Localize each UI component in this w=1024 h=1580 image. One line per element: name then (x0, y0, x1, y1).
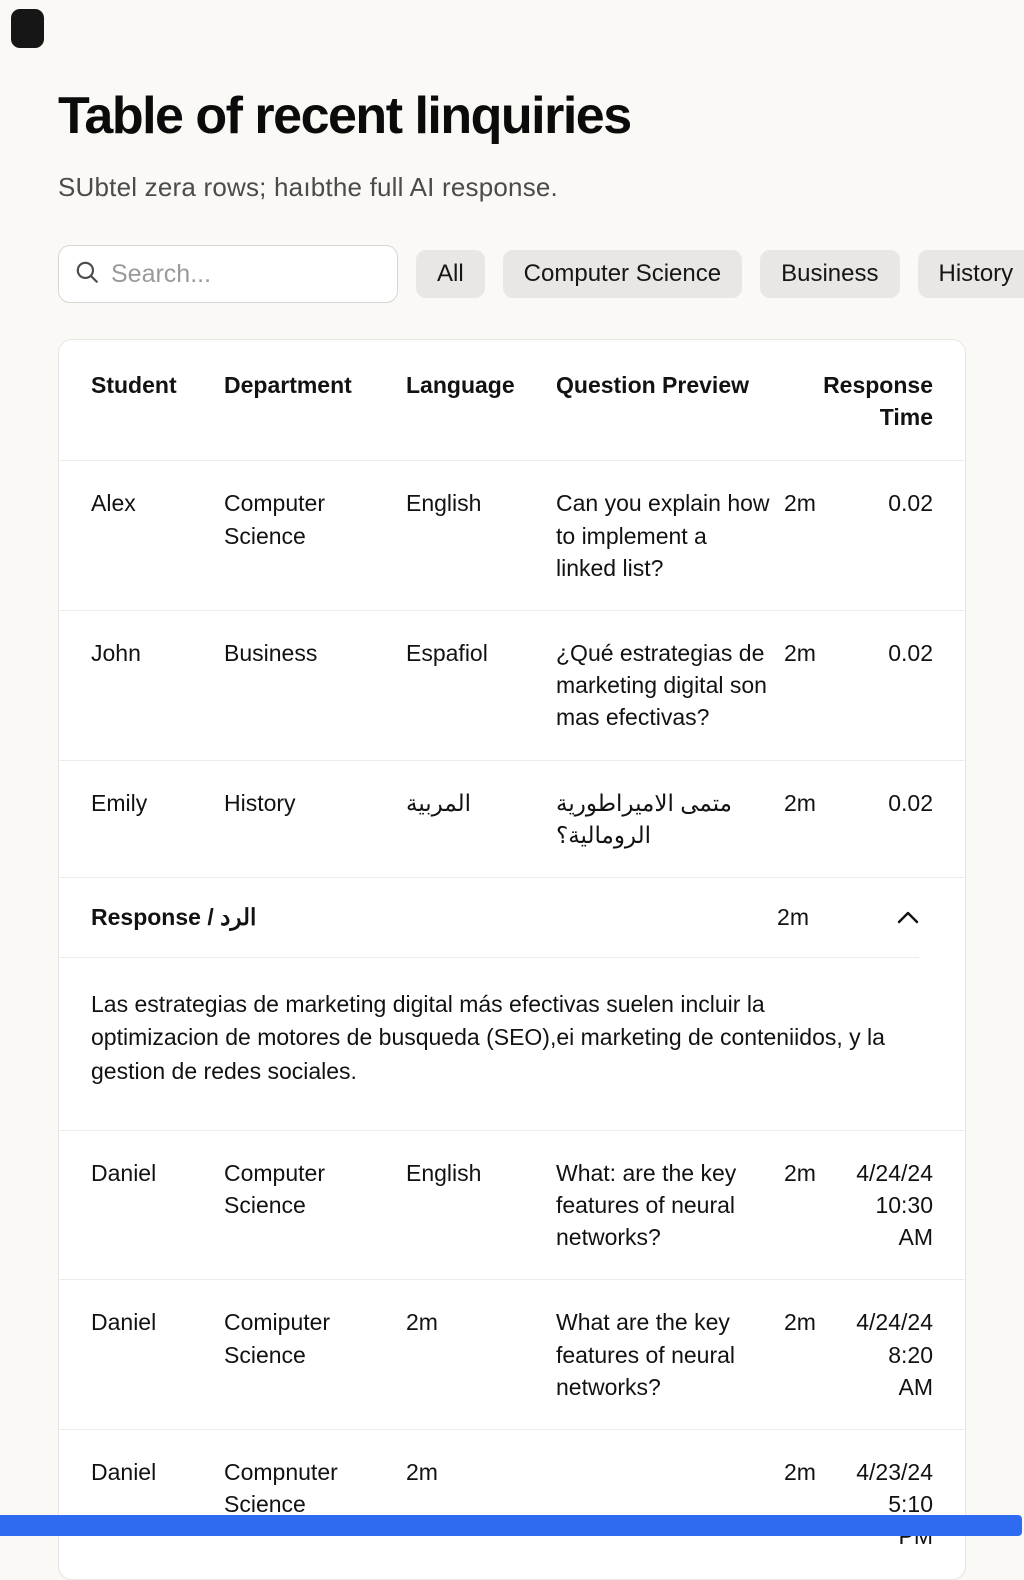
cell-department: Computer Science (224, 1131, 352, 1280)
table-row[interactable]: Daniel Computer Science English What: ar… (59, 1130, 965, 1280)
col-header-language: Language (406, 340, 556, 460)
filter-computer-science[interactable]: Computer Science (503, 250, 742, 298)
table-row[interactable]: Daniel Compnuter Science 2m 2m 4/23/24 5… (59, 1429, 965, 1579)
search-box[interactable] (58, 245, 398, 303)
table-header-row: Student Department Language Question Pre… (59, 340, 965, 460)
cell-department: Comiputer Science (224, 1280, 352, 1429)
cell-student: Daniel (91, 1131, 224, 1280)
filter-all[interactable]: All (416, 250, 485, 298)
col-header-department: Department (224, 340, 406, 460)
table-row[interactable]: Alex Computer Science English Can you ex… (59, 460, 965, 610)
cell-language: English (406, 1131, 556, 1280)
cell-department: Business (224, 611, 352, 760)
cell-language: 2m (406, 1430, 556, 1579)
time-clock: 10:30 AM (852, 1189, 933, 1253)
cell-language: 2m (406, 1280, 556, 1429)
cell-student: Daniel (91, 1280, 224, 1429)
time-date: 4/24/24 (856, 1309, 933, 1335)
search-input[interactable] (111, 260, 382, 289)
toolbar: All Computer Science Business History (58, 245, 966, 303)
response-section-header[interactable]: Response / الرد 2m (59, 877, 965, 957)
response-time-value: 2m (777, 904, 809, 931)
table-row[interactable]: Emily History المربية متمى الاميراطورية … (59, 760, 965, 877)
cell-response: 2m (784, 1131, 852, 1280)
corner-mark (11, 9, 44, 48)
col-header-response-time: Response Time (784, 340, 933, 460)
cell-response: 2m (784, 1280, 852, 1429)
bottom-accent-bar (0, 1515, 1022, 1536)
page-title: Table of recent linquiries (58, 86, 966, 146)
cell-response: 2m (784, 761, 852, 877)
col-header-student: Student (91, 340, 224, 460)
time-date: 4/24/24 (856, 1160, 933, 1186)
filter-business[interactable]: Business (760, 250, 899, 298)
table-row[interactable]: John Business Espafiol ¿Qué estrategias … (59, 610, 965, 760)
response-label: Response / الرد (91, 904, 777, 931)
cell-department: Compnuter Science (224, 1430, 352, 1579)
cell-language: Espafiol (406, 611, 556, 760)
cell-student: John (91, 611, 224, 760)
cell-student: Alex (91, 461, 224, 610)
search-icon (74, 259, 100, 290)
response-body: Las estrategias de marketing digital más… (59, 957, 919, 1130)
page-subtitle: SUbtel zera rows; haıbthe full AI respon… (58, 172, 966, 203)
filter-history[interactable]: History (918, 250, 1024, 298)
cell-question: What are the key features of neural netw… (556, 1280, 784, 1429)
cell-time: 0.02 (852, 611, 933, 760)
cell-language: المربية (406, 761, 556, 877)
cell-response: 2m (784, 1430, 852, 1579)
chevron-up-icon[interactable] (895, 909, 921, 926)
cell-time: 4/23/24 5:10 PM (852, 1430, 933, 1579)
cell-time: 4/24/24 8:20 AM (852, 1280, 933, 1429)
cell-response: 2m (784, 611, 852, 760)
cell-department: History (224, 761, 352, 877)
col-header-question-preview: Question Preview (556, 340, 784, 460)
cell-department: Computer Science (224, 461, 352, 610)
cell-question: متمى الاميراطورية الرومالية؟ (556, 761, 784, 877)
cell-question: Can you explain how to implement a linke… (556, 461, 784, 610)
time-clock: 8:20 AM (852, 1339, 933, 1403)
time-date: 4/23/24 (856, 1459, 933, 1485)
cell-question: ¿Qué estrategias de marketing digital so… (556, 611, 784, 760)
table-row[interactable]: Daniel Comiputer Science 2m What are the… (59, 1279, 965, 1429)
inquiries-table: Student Department Language Question Pre… (58, 339, 966, 1580)
cell-question: What: are the key features of neural net… (556, 1131, 784, 1280)
cell-student: Daniel (91, 1430, 224, 1579)
cell-student: Emily (91, 761, 224, 877)
cell-question (556, 1430, 784, 1579)
cell-response: 2m (784, 461, 852, 610)
cell-time: 4/24/24 10:30 AM (852, 1131, 933, 1280)
cell-language: English (406, 461, 556, 610)
cell-time: 0.02 (852, 461, 933, 610)
cell-time: 0.02 (852, 761, 933, 877)
